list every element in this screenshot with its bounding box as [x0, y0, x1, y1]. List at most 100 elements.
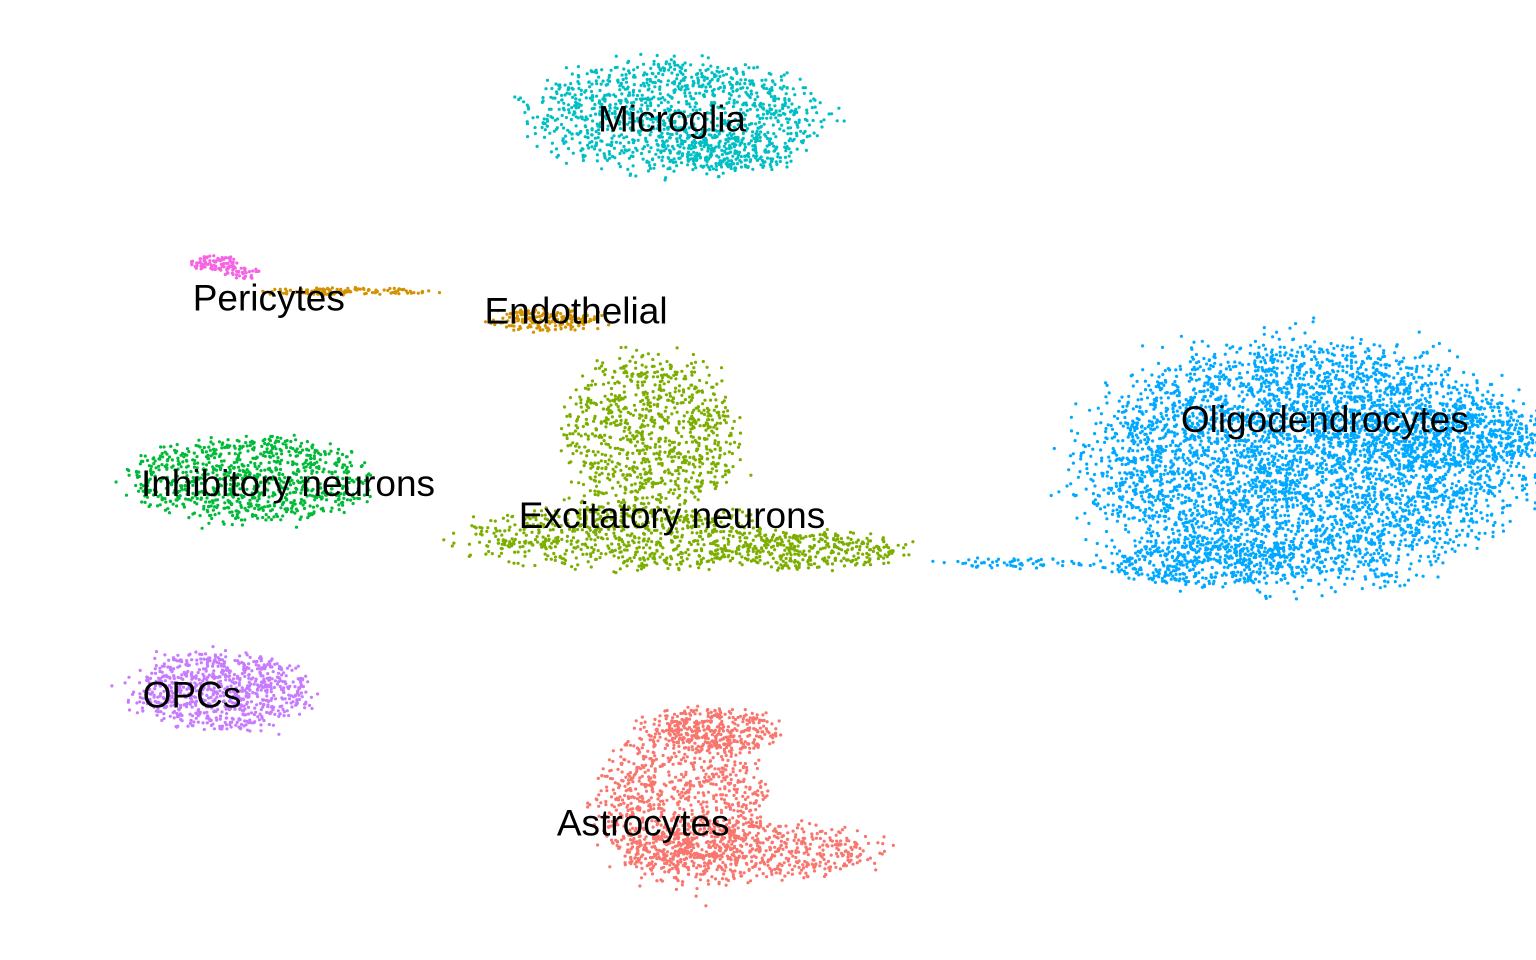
- data-point: [692, 456, 696, 460]
- data-point: [600, 167, 604, 171]
- data-point: [687, 461, 691, 465]
- data-point: [542, 117, 546, 121]
- data-point: [697, 418, 701, 422]
- data-point: [278, 287, 282, 291]
- data-point: [754, 122, 758, 126]
- data-point: [290, 668, 294, 672]
- data-point: [684, 550, 688, 555]
- data-point: [796, 125, 800, 129]
- data-point: [701, 165, 705, 169]
- data-point: [668, 148, 672, 153]
- data-point: [211, 267, 215, 271]
- data-point: [653, 445, 657, 449]
- data-point: [607, 408, 611, 412]
- data-point: [203, 265, 207, 269]
- data-point: [226, 271, 230, 275]
- data-point: [636, 475, 640, 479]
- data-point: [657, 456, 661, 460]
- data-point: [648, 446, 652, 450]
- data-point: [672, 147, 676, 151]
- data-point: [609, 68, 613, 72]
- data-point: [879, 554, 883, 558]
- data-point: [716, 461, 720, 466]
- data-point: [662, 69, 666, 73]
- data-point: [652, 95, 656, 99]
- data-point: [709, 103, 713, 107]
- data-point: [787, 139, 791, 143]
- data-point: [607, 546, 611, 551]
- data-point: [647, 432, 651, 436]
- data-point: [523, 110, 527, 115]
- data-point: [593, 102, 597, 107]
- data-point: [160, 451, 164, 456]
- data-point: [696, 405, 701, 409]
- data-point: [635, 466, 639, 470]
- data-point: [714, 405, 718, 409]
- data-point: [634, 408, 638, 412]
- data-point: [330, 506, 334, 510]
- data-point: [635, 434, 639, 438]
- data-point: [693, 385, 697, 389]
- data-point: [774, 560, 778, 564]
- data-point: [649, 409, 653, 413]
- data-point: [190, 263, 194, 267]
- data-point: [584, 115, 588, 119]
- data-point: [337, 508, 341, 512]
- data-point: [631, 150, 635, 154]
- data-point: [689, 427, 693, 431]
- data-point: [596, 136, 600, 140]
- data-point: [618, 414, 622, 418]
- data-point: [238, 451, 242, 455]
- data-point: [252, 456, 256, 460]
- data-point: [700, 549, 704, 553]
- data-point: [638, 416, 642, 420]
- data-point: [220, 446, 224, 450]
- data-point: [544, 87, 548, 91]
- data-point: [668, 443, 672, 447]
- data-point: [696, 116, 700, 120]
- data-point: [787, 97, 791, 101]
- data-point: [692, 539, 696, 544]
- data-point: [623, 548, 627, 552]
- data-point: [287, 697, 292, 701]
- data-point: [248, 688, 252, 692]
- data-point: [718, 448, 722, 452]
- data-point: [318, 458, 322, 462]
- data-point: [779, 563, 783, 567]
- data-point: [877, 545, 881, 550]
- data-point: [557, 87, 561, 91]
- data-point: [670, 399, 674, 403]
- data-point: [679, 550, 683, 554]
- data-point: [647, 83, 651, 87]
- data-point: [247, 505, 251, 509]
- data-point: [706, 418, 710, 422]
- data-point: [244, 441, 248, 445]
- data-point: [738, 458, 742, 462]
- data-point: [758, 550, 762, 554]
- data-point: [862, 541, 866, 546]
- data-point: [755, 91, 759, 95]
- cluster-pericytes: [190, 254, 261, 280]
- data-point: [688, 430, 693, 434]
- data-point: [606, 472, 611, 476]
- data-point: [677, 108, 681, 112]
- data-point: [882, 561, 886, 566]
- data-point: [730, 161, 734, 165]
- data-point: [239, 722, 244, 727]
- data-point: [254, 514, 258, 518]
- data-point: [786, 105, 790, 109]
- data-point: [671, 396, 676, 400]
- data-point: [780, 123, 784, 127]
- data-point: [570, 137, 574, 141]
- data-point: [651, 482, 656, 486]
- data-point: [220, 442, 224, 447]
- data-point: [427, 289, 431, 293]
- data-point: [757, 120, 762, 124]
- data-point: [731, 154, 735, 158]
- data-point: [289, 439, 293, 444]
- data-point: [238, 654, 242, 658]
- data-point: [767, 150, 771, 154]
- data-point: [597, 75, 601, 79]
- data-point: [705, 365, 709, 369]
